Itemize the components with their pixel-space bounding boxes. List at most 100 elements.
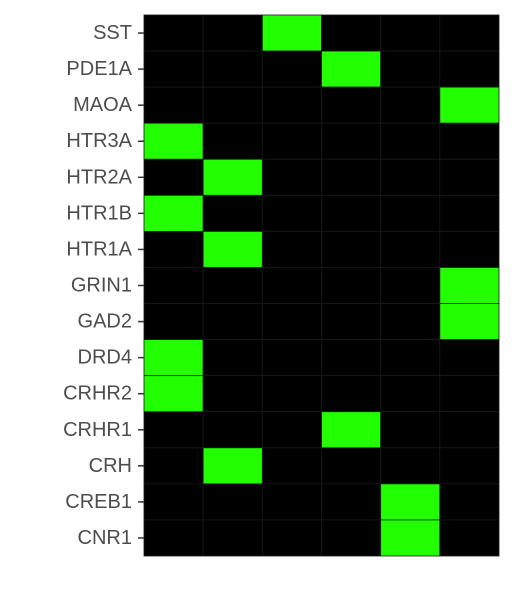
- heatmap-cell-pde1a-col4: [321, 50, 382, 88]
- y-tick-label-crhr1: CRHR1: [63, 419, 132, 441]
- heatmap-cell-grin1-col5: [380, 267, 441, 304]
- heatmap-cell-htr2a-col4: [321, 158, 382, 196]
- heatmap-cell-creb1-col3: [261, 483, 322, 521]
- y-tick-label-htr1b: HTR1B: [66, 202, 132, 224]
- heatmap-cell-htr1a-col2: [202, 230, 263, 268]
- heatmap-cell-sst-col5: [380, 14, 441, 52]
- heatmap-cell-crh-col6: [439, 447, 500, 485]
- heatmap-cell-crhr1-col1: [143, 411, 204, 449]
- heatmap-cell-maoa-col2: [202, 86, 263, 124]
- heatmap-cell-htr3a-col2: [202, 122, 263, 160]
- heatmap-cell-gad2-col2: [202, 303, 263, 340]
- heatmap-cells: [143, 14, 500, 557]
- heatmap-cell-cnr1-col5: [380, 519, 441, 557]
- heatmap-cell-drd4-col4: [321, 339, 382, 377]
- heatmap-cell-pde1a-col6: [439, 50, 500, 88]
- y-tick-label-htr2a: HTR2A: [66, 166, 132, 188]
- heatmap-cell-drd4-col2: [202, 339, 263, 377]
- heatmap-cell-htr1a-col6: [439, 230, 500, 268]
- heatmap-cell-crhr2-col1: [143, 375, 204, 413]
- heatmap-cell-htr2a-col5: [380, 158, 441, 196]
- heatmap-cell-gad2-col1: [143, 303, 204, 340]
- heatmap-cell-cnr1-col2: [202, 519, 263, 557]
- heatmap-cell-cnr1-col6: [439, 519, 500, 557]
- y-tick-label-drd4: DRD4: [78, 347, 132, 369]
- y-tick-label-htr1a: HTR1A: [66, 238, 132, 260]
- heatmap-cell-crhr1-col3: [261, 411, 322, 449]
- heatmap-cell-pde1a-col3: [261, 50, 322, 88]
- heatmap-cell-grin1-col4: [321, 267, 382, 304]
- heatmap-cell-htr1a-col4: [321, 230, 382, 268]
- heatmap-cell-htr1a-col5: [380, 230, 441, 268]
- heatmap-cell-sst-col3: [261, 14, 322, 52]
- heatmap-cell-sst-col2: [202, 14, 263, 52]
- heatmap-cell-crhr2-col5: [380, 375, 441, 413]
- heatmap-cell-grin1-col1: [143, 267, 204, 304]
- heatmap-cell-htr1b-col3: [261, 194, 322, 232]
- heatmap-cell-drd4-col6: [439, 339, 500, 377]
- heatmap-cell-maoa-col1: [143, 86, 204, 124]
- heatmap-cell-sst-col6: [439, 14, 500, 52]
- heatmap-cell-drd4-col3: [261, 339, 322, 377]
- heatmap-cell-maoa-col3: [261, 86, 322, 124]
- heatmap-cell-htr1b-col1: [143, 194, 204, 232]
- y-tick-label-pde1a: PDE1A: [66, 58, 132, 80]
- heatmap-cell-creb1-col2: [202, 483, 263, 521]
- y-tick-label-grin1: GRIN1: [71, 275, 132, 297]
- heatmap-cell-pde1a-col1: [143, 50, 204, 88]
- y-tick-label-crh: CRH: [89, 455, 132, 477]
- heatmap-cell-htr2a-col6: [439, 158, 500, 196]
- heatmap-cell-sst-col1: [143, 14, 204, 52]
- y-tick-label-htr3a: HTR3A: [66, 130, 132, 152]
- heatmap-cell-creb1-col5: [380, 483, 441, 521]
- heatmap-cell-pde1a-col2: [202, 50, 263, 88]
- heatmap-cell-crhr2-col3: [261, 375, 322, 413]
- heatmap-cell-pde1a-col5: [380, 50, 441, 88]
- heatmap-cell-htr1b-col5: [380, 194, 441, 232]
- heatmap-cell-htr2a-col1: [143, 158, 204, 196]
- heatmap-cell-htr2a-col2: [202, 158, 263, 196]
- heatmap-cell-maoa-col5: [380, 86, 441, 124]
- heatmap-cell-grin1-col2: [202, 267, 263, 304]
- heatmap-cell-crhr1-col2: [202, 411, 263, 449]
- heatmap-cell-drd4-col5: [380, 339, 441, 377]
- heatmap-cell-htr3a-col1: [143, 122, 204, 160]
- heatmap-cell-crhr2-col2: [202, 375, 263, 413]
- heatmap-cell-cnr1-col1: [143, 519, 204, 557]
- heatmap-cell-htr2a-col3: [261, 158, 322, 196]
- heatmap-cell-creb1-col6: [439, 483, 500, 521]
- heatmap-cell-htr3a-col5: [380, 122, 441, 160]
- y-tick-label-creb1: CREB1: [65, 491, 132, 513]
- heatmap-cell-crhr2-col4: [321, 375, 382, 413]
- heatmap-cell-crh-col4: [321, 447, 382, 485]
- heatmap-cell-gad2-col5: [380, 303, 441, 340]
- y-tick-label-maoa: MAOA: [73, 94, 133, 116]
- heatmap-cell-maoa-col6: [439, 86, 500, 124]
- heatmap-cell-crhr1-col6: [439, 411, 500, 449]
- heatmap-cell-htr3a-col4: [321, 122, 382, 160]
- heatmap-cell-crhr1-col5: [380, 411, 441, 449]
- heatmap-cell-gad2-col3: [261, 303, 322, 340]
- heatmap-cell-crh-col2: [202, 447, 263, 485]
- heatmap-cell-htr3a-col6: [439, 122, 500, 160]
- heatmap-cell-htr1a-col1: [143, 230, 204, 268]
- heatmap-cell-htr1b-col4: [321, 194, 382, 232]
- heatmap-cell-htr1a-col3: [261, 230, 322, 268]
- y-tick-label-gad2: GAD2: [78, 311, 132, 333]
- heatmap-cell-grin1-col3: [261, 267, 322, 304]
- heatmap-cell-crh-col3: [261, 447, 322, 485]
- heatmap-cell-drd4-col1: [143, 339, 204, 377]
- heatmap-cell-grin1-col6: [439, 267, 500, 304]
- heatmap-cell-cnr1-col4: [321, 519, 382, 557]
- heatmap-cell-crh-col1: [143, 447, 204, 485]
- heatmap-cell-htr3a-col3: [261, 122, 322, 160]
- heatmap-cell-htr1b-col2: [202, 194, 263, 232]
- y-tick-label-cnr1: CNR1: [78, 527, 132, 549]
- heatmap-cell-gad2-col6: [439, 303, 500, 340]
- heatmap-cell-crhr2-col6: [439, 375, 500, 413]
- y-tick-label-crhr2: CRHR2: [63, 383, 132, 405]
- y-axis-ticks: [138, 32, 144, 539]
- heatmap-cell-crh-col5: [380, 447, 441, 485]
- y-axis-labels: SST PDE1A MAOA HTR3A HTR2A HTR1B HTR1A GRIN1 GAD…: [63, 22, 133, 549]
